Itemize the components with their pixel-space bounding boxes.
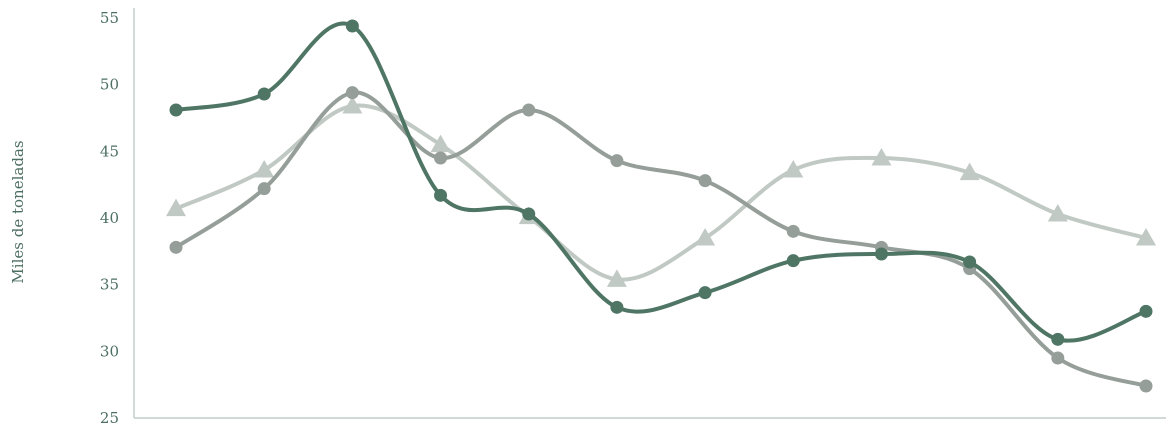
data-point-marker — [1139, 304, 1153, 318]
y-tick-label: 55 — [100, 9, 119, 27]
data-point-marker — [874, 247, 888, 261]
data-point-marker — [783, 160, 804, 178]
data-point-marker — [698, 174, 712, 188]
series-3 — [166, 96, 1156, 287]
data-point-marker — [610, 154, 624, 168]
data-point-marker — [1139, 379, 1153, 393]
y-tick-label: 30 — [100, 342, 119, 360]
data-point-marker — [345, 19, 359, 33]
series-1 — [169, 19, 1153, 346]
y-axis-title: Miles de toneladas — [9, 140, 27, 283]
data-point-marker — [698, 286, 712, 300]
y-tick-label: 50 — [100, 76, 119, 94]
plot-area — [166, 19, 1156, 393]
data-point-marker — [959, 162, 980, 181]
data-point-marker — [434, 188, 448, 202]
y-tick-label: 45 — [100, 142, 119, 160]
series-2 — [169, 86, 1153, 393]
data-point-marker — [254, 160, 275, 178]
data-point-marker — [1136, 228, 1156, 246]
data-point-marker — [522, 103, 536, 117]
y-tick-label: 40 — [100, 209, 119, 227]
y-tick-label: 35 — [100, 276, 119, 294]
data-point-marker — [610, 300, 624, 314]
data-point-marker — [695, 228, 716, 246]
data-point-marker — [871, 148, 892, 166]
data-point-marker — [257, 87, 271, 101]
data-point-marker — [169, 240, 183, 254]
data-point-marker — [257, 182, 271, 196]
y-tick-label: 25 — [100, 409, 119, 423]
series-line — [174, 90, 1148, 388]
data-point-marker — [1051, 351, 1065, 365]
data-point-marker — [430, 134, 451, 153]
data-point-marker — [522, 207, 536, 221]
data-point-marker — [606, 269, 627, 287]
data-point-marker — [1047, 204, 1068, 222]
data-point-marker — [1051, 332, 1065, 346]
data-point-marker — [786, 254, 800, 268]
data-point-marker — [963, 255, 977, 269]
data-point-marker — [786, 224, 800, 238]
y-axis: 25 30 35 40 45 50 55 — [100, 8, 135, 423]
data-point-marker — [169, 103, 183, 117]
data-point-marker — [166, 198, 186, 217]
data-point-marker — [434, 151, 448, 165]
series-line — [174, 103, 1148, 282]
series-line — [174, 21, 1148, 343]
data-point-marker — [345, 86, 359, 100]
data-point-marker — [342, 96, 363, 114]
